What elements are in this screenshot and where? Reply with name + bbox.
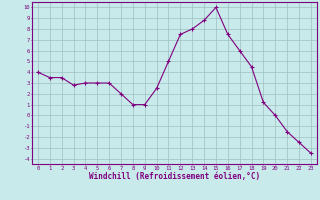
X-axis label: Windchill (Refroidissement éolien,°C): Windchill (Refroidissement éolien,°C) [89, 172, 260, 181]
